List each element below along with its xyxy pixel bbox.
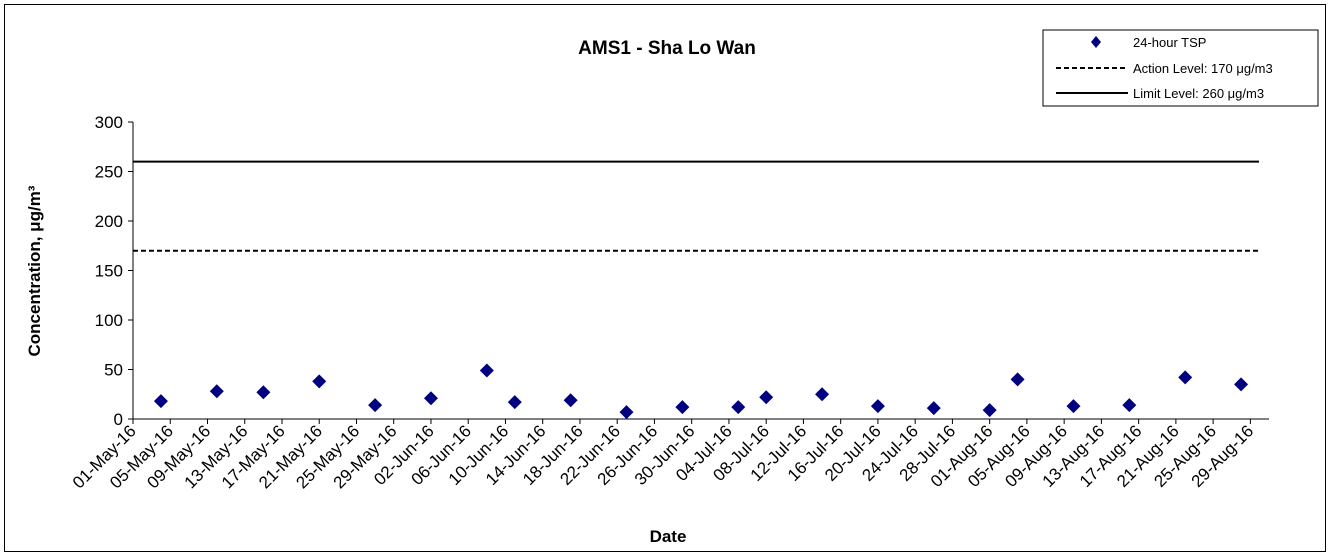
data-point — [312, 374, 327, 389]
legend: 24-hour TSP Action Level: 170 μg/m3 Limi… — [1042, 29, 1319, 107]
y-tick-label: 200 — [95, 212, 123, 231]
data-point — [870, 399, 885, 414]
data-point — [563, 393, 578, 408]
legend-label-action: Action Level: 170 μg/m3 — [1133, 61, 1273, 76]
data-point — [256, 385, 271, 400]
plot-area: 05010015020025030001-May-1605-May-1609-M… — [69, 113, 1269, 492]
y-axis-title: Concentration, μg/m³ — [25, 185, 44, 356]
legend-label-tsp: 24-hour TSP — [1133, 35, 1206, 50]
data-point — [368, 398, 383, 413]
y-tick-label: 100 — [95, 311, 123, 330]
y-tick-label: 250 — [95, 163, 123, 182]
data-point — [1122, 398, 1137, 413]
data-point — [479, 363, 494, 378]
data-point — [675, 400, 690, 415]
chart-title: AMS1 - Sha Lo Wan — [578, 38, 756, 59]
y-tick-label: 300 — [95, 113, 123, 132]
y-tick-label: 0 — [114, 410, 123, 429]
legend-label-limit: Limit Level: 260 μg/m3 — [1133, 86, 1264, 101]
data-point — [926, 401, 941, 416]
data-point — [1234, 377, 1249, 392]
legend-marker-tsp — [1091, 36, 1101, 48]
data-point — [209, 384, 224, 399]
data-point — [1178, 370, 1193, 385]
y-tick-label: 150 — [95, 262, 123, 281]
data-point — [759, 390, 774, 405]
data-point — [507, 395, 522, 410]
data-point — [153, 394, 168, 409]
data-point — [731, 400, 746, 415]
y-tick-label: 50 — [104, 361, 123, 380]
x-axis-title: Date — [650, 527, 687, 546]
data-point — [1010, 372, 1025, 387]
data-point — [619, 405, 634, 420]
data-point — [982, 403, 997, 418]
data-point — [815, 387, 830, 402]
data-point — [423, 391, 438, 406]
data-point — [1066, 399, 1081, 414]
